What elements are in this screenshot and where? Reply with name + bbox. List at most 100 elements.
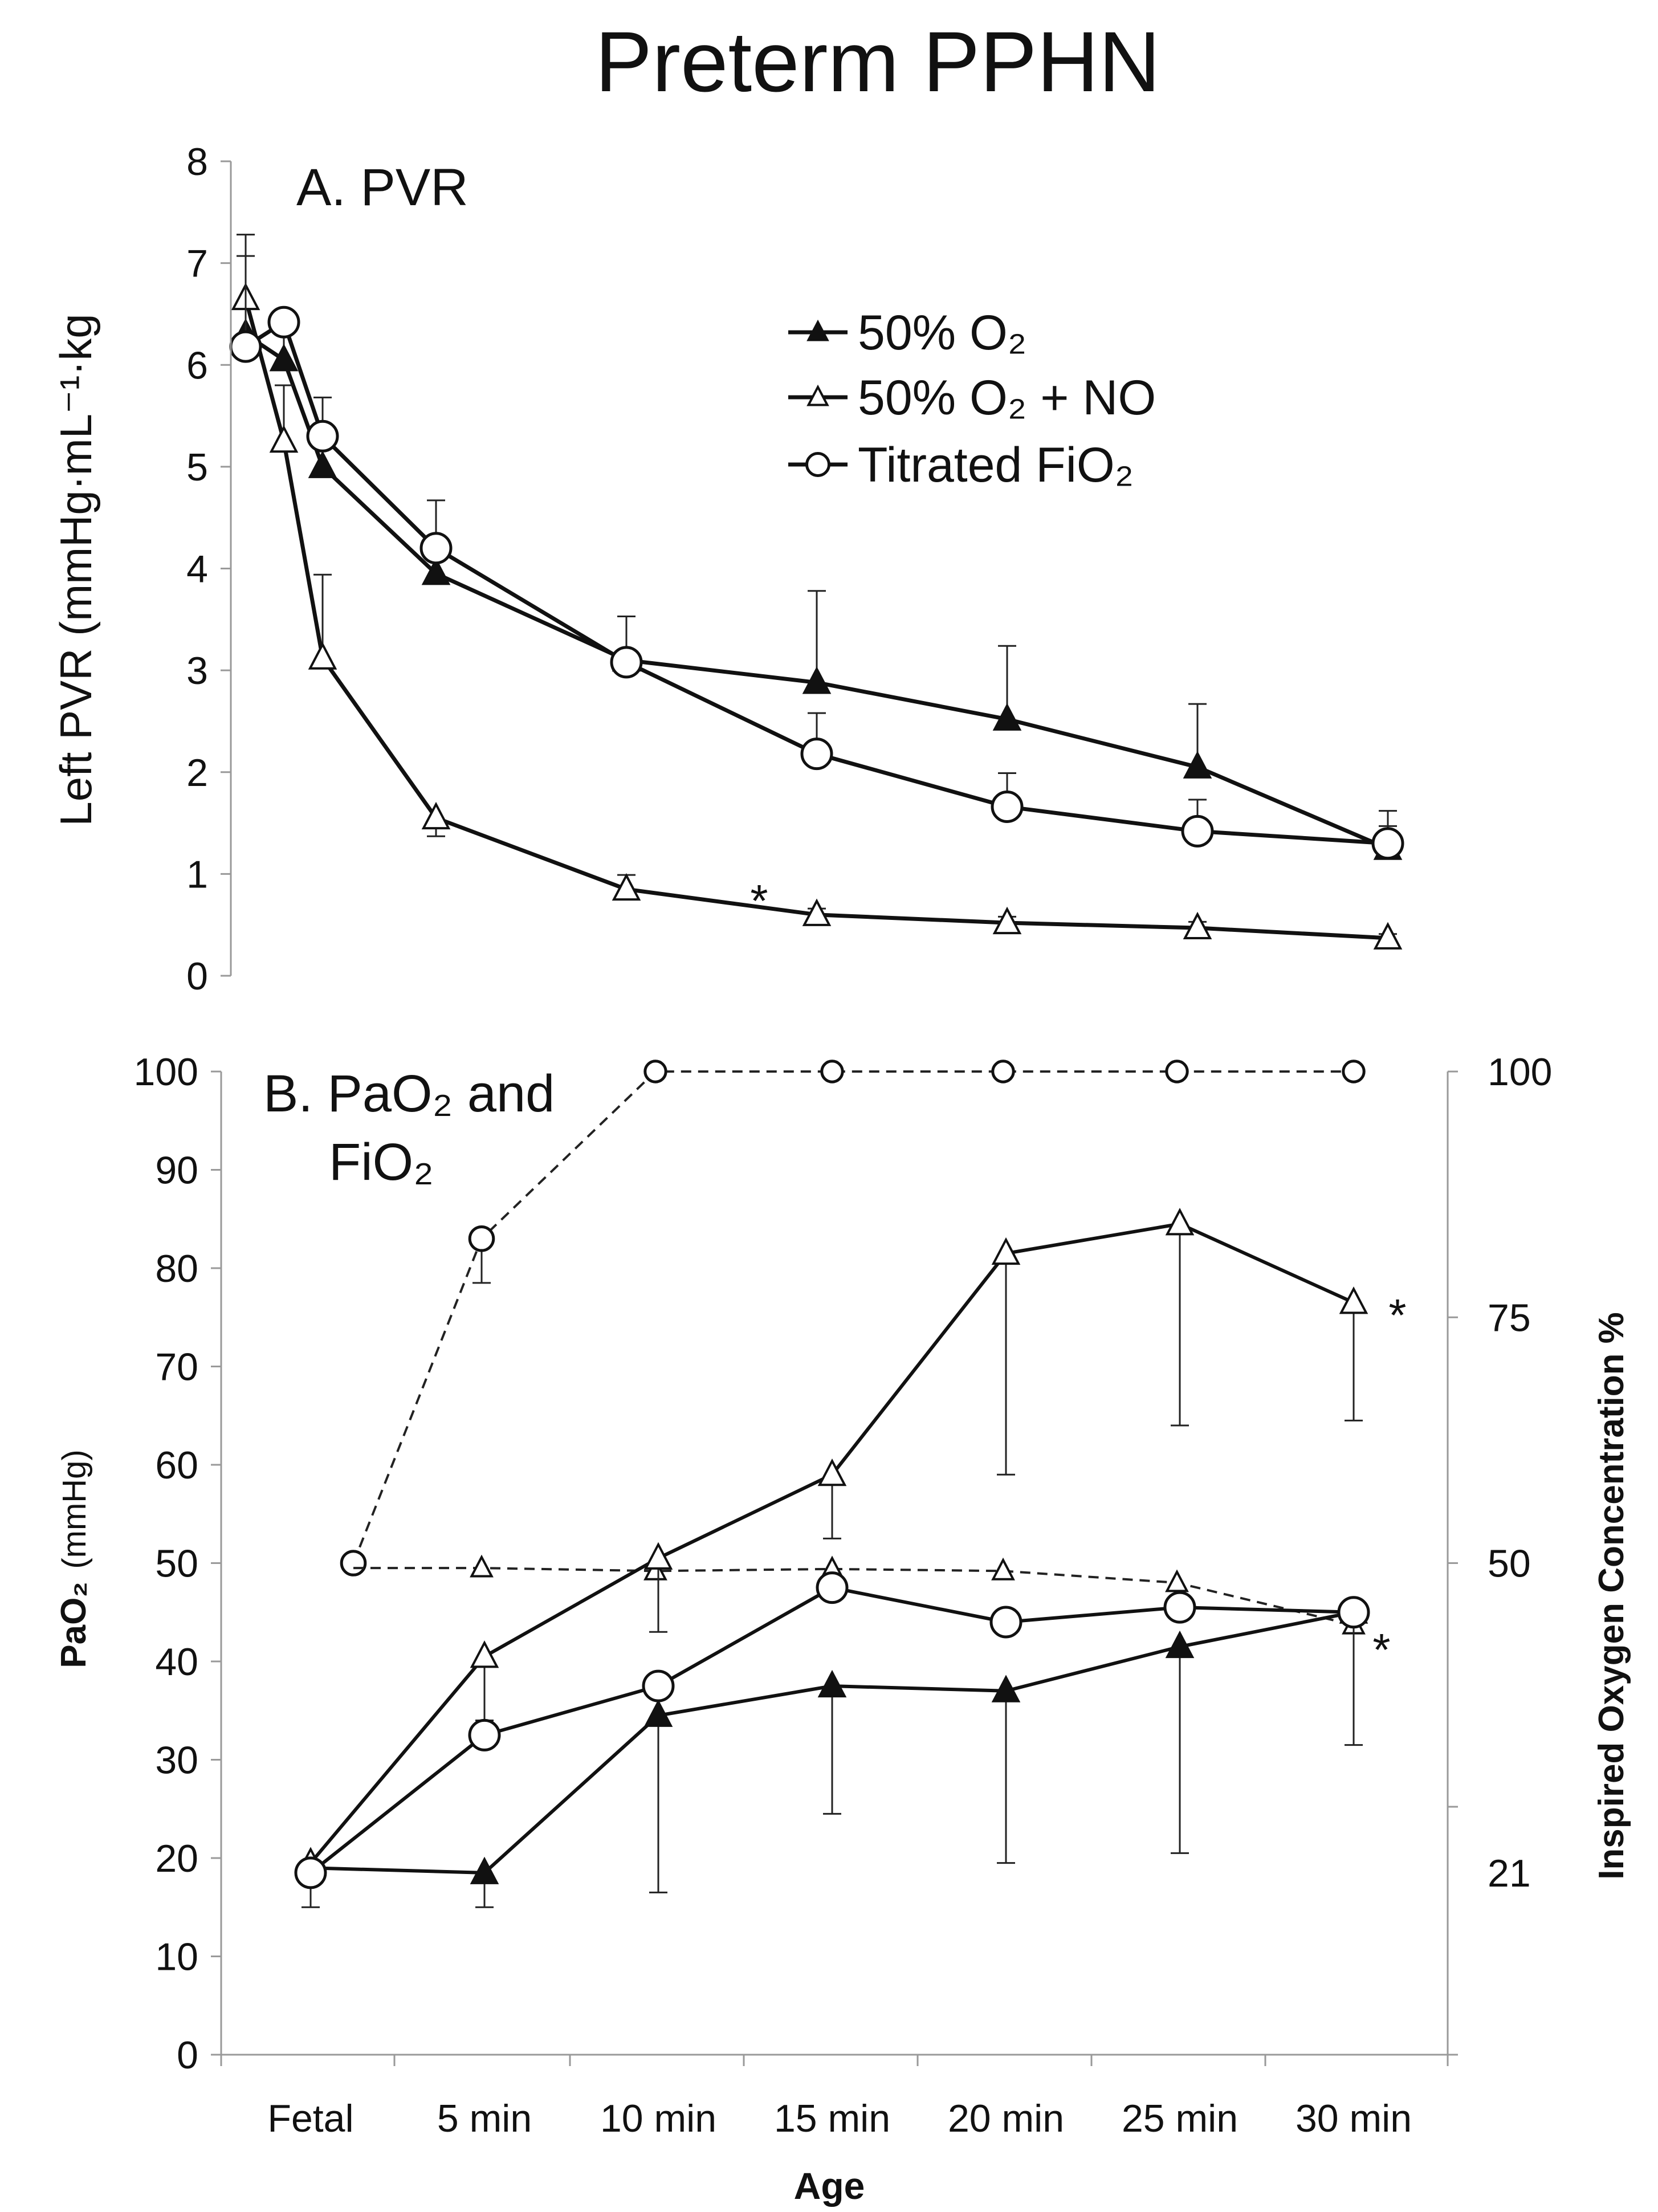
panel-b-fio2-point bbox=[991, 1557, 1015, 1580]
panel-a-data-point bbox=[269, 344, 299, 372]
panel-b-y-axis-label-main: PaO₂ bbox=[54, 1582, 93, 1668]
panel-a-y-tick-label: 1 bbox=[186, 853, 208, 896]
panel-b-pao2-point bbox=[468, 1718, 501, 1751]
panel-b-series bbox=[294, 1060, 1370, 1908]
panel-b-fio2-point bbox=[991, 1060, 1015, 1083]
panel-a-y-tick-label: 5 bbox=[186, 446, 208, 489]
panel-a-data-point bbox=[610, 646, 643, 679]
panel-b-y-axis-label: PaO₂ (mmHg) bbox=[54, 1449, 93, 1668]
panel-b-pao2-point bbox=[1337, 1596, 1370, 1629]
panel-a-y-tick-label: 3 bbox=[186, 649, 208, 692]
panel-b-y-ticks: 0 10 20 30 40 50 60 70 80 90 100 bbox=[134, 1050, 221, 2077]
panel-b-right-tick-label: 50 bbox=[1488, 1542, 1531, 1586]
panel-b-right-tick-label: 21 bbox=[1488, 1852, 1531, 1895]
panel-b-pao2-point bbox=[1339, 1286, 1368, 1314]
panel-b-pao2-point bbox=[470, 1640, 499, 1668]
panel-b-y-tick-label: 60 bbox=[155, 1444, 198, 1487]
panel-a-data-point bbox=[269, 425, 299, 453]
panel-b-y-tick-label: 0 bbox=[177, 2034, 198, 2077]
legend-entry-1: 50% O₂ + NO bbox=[788, 370, 1156, 425]
panel-a-data-point bbox=[421, 801, 451, 830]
panel-b-y-tick-label: 50 bbox=[155, 1542, 198, 1586]
panel-b-pao2-series-2 bbox=[294, 1571, 1370, 1908]
panel-b-y-tick-label: 80 bbox=[155, 1247, 198, 1290]
panel-b-pao2-series-0 bbox=[296, 1596, 1368, 1908]
panel-a-data-point bbox=[992, 703, 1022, 731]
panel-b-right-ticks: 21 50 75 100 bbox=[1448, 1050, 1552, 2056]
panel-a-data-point bbox=[1181, 814, 1214, 848]
panel-a-series-2 bbox=[229, 234, 1404, 860]
panel-b-fio2-point bbox=[643, 1557, 667, 1580]
panel-b-fio2-point bbox=[643, 1060, 667, 1083]
panel-b-pao2-point bbox=[817, 1458, 847, 1486]
panel-a-data-point bbox=[612, 873, 641, 901]
panel-b-pao2-point bbox=[991, 1237, 1021, 1265]
legend-swatch-marker bbox=[806, 319, 829, 341]
panel-a-data-point bbox=[308, 450, 337, 478]
panel-b-right-axis-label: Inspired Oxygen Concentration % bbox=[1592, 1312, 1631, 1880]
panel-b-fio2-point bbox=[340, 1550, 367, 1576]
x-tick-label: Fetal bbox=[267, 2097, 353, 2140]
legend-label: 50% O₂ bbox=[858, 305, 1026, 360]
panel-a-label: A. PVR bbox=[296, 158, 469, 217]
panel-a-data-point bbox=[992, 906, 1022, 935]
panel-a-data-point bbox=[308, 642, 337, 670]
panel-b-right-tick-label: 75 bbox=[1488, 1296, 1531, 1339]
panel-b-y-axis-label-unit: (mmHg) bbox=[56, 1449, 93, 1569]
panel-a-data-point bbox=[800, 738, 833, 771]
panel-a-data-point bbox=[419, 532, 453, 565]
panel-b-y-tick-label: 20 bbox=[155, 1837, 198, 1880]
panel-b-fio2-point bbox=[468, 1225, 495, 1252]
legend-entry-0: 50% O₂ bbox=[788, 305, 1026, 360]
panel-a-y-tick-label: 6 bbox=[186, 344, 208, 387]
panel-b-pao2-point bbox=[1165, 1208, 1195, 1236]
panel-a-data-point bbox=[267, 305, 300, 339]
panel-b-fio2-series-1 bbox=[353, 1554, 1366, 1635]
panel-b-pao2-point bbox=[991, 1675, 1021, 1702]
legend-entry-2: Titrated FiO₂ bbox=[788, 438, 1134, 492]
panel-b-asterisk-lower: * bbox=[1372, 1624, 1390, 1675]
panel-b-pao2-point bbox=[470, 1856, 499, 1884]
x-tick-label: 10 min bbox=[600, 2097, 716, 2140]
panel-a-data-point bbox=[802, 666, 832, 694]
x-tick-label: 15 min bbox=[774, 2097, 890, 2140]
x-tick-label: 20 min bbox=[948, 2097, 1064, 2140]
panel-b-fio2-point bbox=[1342, 1060, 1366, 1083]
panel-b-fio2-point bbox=[1165, 1060, 1189, 1083]
panel-a-y-axis-label: Left PVR (mmHg·mL⁻¹·kg bbox=[51, 313, 101, 826]
panel-a-y-tick-label: 7 bbox=[186, 242, 208, 286]
panel-a-data-point bbox=[306, 419, 339, 453]
panel-b-y-tick-label: 70 bbox=[155, 1346, 198, 1389]
panel-b-fio2-line bbox=[353, 1567, 1354, 1627]
panel-a-data-point bbox=[1371, 827, 1404, 860]
panel-a-significance-asterisk: * bbox=[750, 875, 768, 926]
panel-b-pao2-point bbox=[1163, 1591, 1196, 1624]
chart-title: Preterm PPHN bbox=[595, 14, 1160, 109]
panel-b-pao2-point bbox=[816, 1571, 849, 1604]
x-tick-label: 30 min bbox=[1296, 2097, 1412, 2140]
panel-b-pao2-fio2: B. PaO₂ and FiO₂ PaO₂ (mmHg) Inspired Ox… bbox=[54, 1050, 1631, 2207]
panel-a-y-tick-label: 2 bbox=[186, 751, 208, 795]
panel-a-data-point bbox=[802, 898, 832, 926]
panel-b-asterisk-upper: * bbox=[1388, 1290, 1406, 1341]
panel-b-pao2-point bbox=[643, 1699, 673, 1727]
panel-a-data-point bbox=[1183, 911, 1212, 940]
panel-b-x-ticks: Fetal 5 min 10 min 15 min 20 min 25 min 30 min bbox=[220, 2055, 1449, 2140]
panel-b-pao2-point bbox=[989, 1606, 1022, 1639]
panel-a-y-tick-label: 8 bbox=[186, 140, 208, 184]
panel-a-data-point bbox=[1373, 922, 1403, 950]
panel-b-fio2-series-0 bbox=[340, 1060, 1366, 1576]
panel-a-y-tick-label: 0 bbox=[186, 955, 208, 998]
panel-a-y-tick-label: 4 bbox=[186, 548, 208, 591]
x-tick-label: 25 min bbox=[1122, 2097, 1238, 2140]
panel-b-y-tick-label: 90 bbox=[155, 1149, 198, 1192]
x-tick-label: 5 min bbox=[437, 2097, 532, 2140]
panel-a-data-point bbox=[421, 557, 451, 585]
panel-b-y-tick-label: 100 bbox=[134, 1050, 198, 1094]
panel-b-y-tick-label: 40 bbox=[155, 1640, 198, 1684]
panel-b-pao2-point bbox=[1165, 1630, 1195, 1659]
legend-swatch-marker bbox=[806, 384, 829, 406]
panel-a-series bbox=[229, 234, 1404, 950]
legend-label: 50% O₂ + NO bbox=[858, 370, 1156, 425]
panel-b-fio2-point bbox=[470, 1554, 494, 1578]
